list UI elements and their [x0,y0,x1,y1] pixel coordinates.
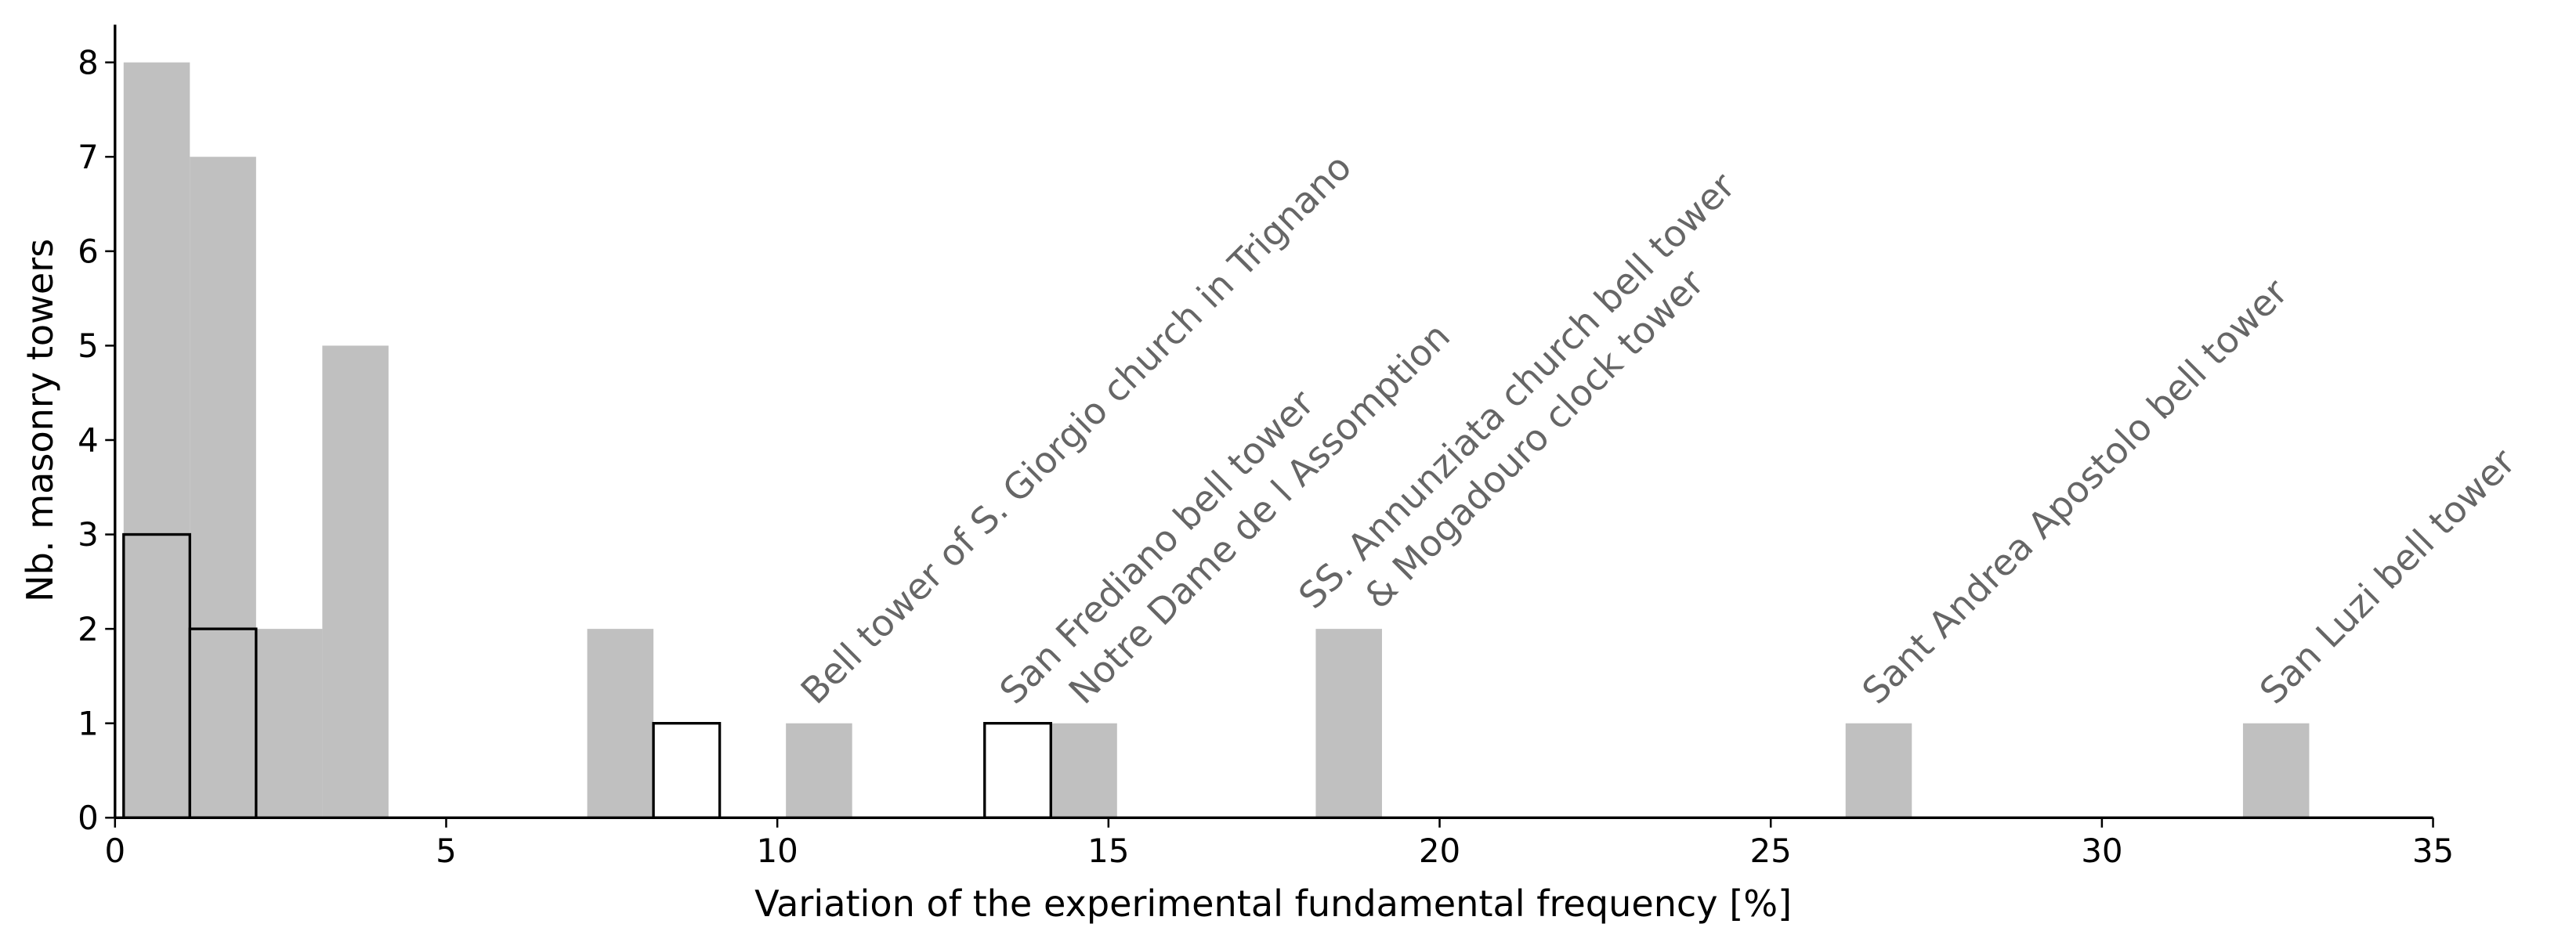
bar [1845,723,1912,818]
bar [983,722,1052,819]
y-tick-label: 1 [78,704,99,742]
y-tick-label: 4 [78,421,99,460]
bar [1051,723,1117,818]
bar [255,629,323,818]
bar [786,723,852,818]
bar [123,62,190,818]
y-tick-label: 3 [78,515,99,554]
x-tick-label: 20 [1419,832,1460,870]
x-axis-label: Variation of the experimental fundamenta… [754,882,1792,925]
y-tick-label: 8 [78,43,99,81]
x-tick-label: 10 [756,832,798,870]
annotation: San Luzi bell tower [2252,441,2524,713]
bar [2242,723,2310,818]
bar [1315,629,1382,818]
y-tick-label: 7 [78,138,99,176]
annotation: San Frediano bell tower [992,381,1322,712]
x-tick-label: 15 [1087,832,1129,870]
y-tick-label: 5 [78,327,99,365]
x-tick-label: 30 [2081,832,2122,870]
y-axis-label: Nb. masonry towers [19,239,61,602]
y-tick-label: 6 [78,233,99,271]
bar [190,157,256,818]
bar [652,722,722,819]
x-tick-label: 0 [104,832,125,870]
bar [587,629,654,818]
y-tick-label: 0 [78,799,99,837]
y-tick-label: 2 [78,610,99,648]
x-tick-label: 35 [2412,832,2454,870]
bar [322,345,389,818]
annotation: & Mogadouro clock tower [1356,262,1712,617]
x-tick-label: 5 [436,832,457,870]
x-tick-label: 25 [1750,832,1792,870]
annotation: Sant Andrea Apostolo bell tower [1854,271,2296,713]
